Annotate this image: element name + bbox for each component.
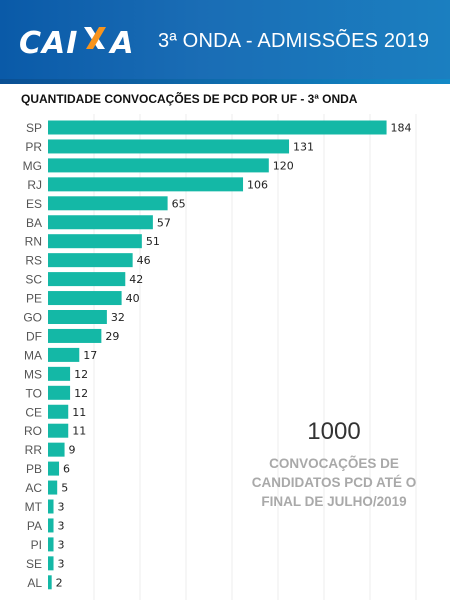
bar xyxy=(48,480,58,495)
bar xyxy=(48,196,168,211)
bar xyxy=(48,461,60,476)
category-label: SP xyxy=(26,121,42,135)
gridlines xyxy=(93,114,417,600)
data-label: 17 xyxy=(83,349,97,362)
header-accent-band xyxy=(0,79,450,84)
category-label: PB xyxy=(26,462,42,476)
category-label: CE xyxy=(25,405,42,419)
data-label: 65 xyxy=(172,197,186,210)
bar xyxy=(48,366,71,381)
bar xyxy=(48,310,107,324)
category-label: RO xyxy=(24,424,42,438)
bar xyxy=(48,253,133,268)
chart-title: QUANTIDADE CONVOCAÇÕES DE PCD POR UF - 3… xyxy=(21,92,358,106)
logo-x-mark xyxy=(79,23,109,53)
category-label: PR xyxy=(25,140,42,154)
category-label: RR xyxy=(25,443,43,457)
bar xyxy=(48,556,54,571)
category-label: MT xyxy=(25,500,43,514)
category-label: PI xyxy=(31,538,42,552)
category-label: BA xyxy=(26,216,42,230)
bar xyxy=(48,499,54,514)
category-label: PA xyxy=(27,519,42,533)
bar xyxy=(48,120,387,135)
data-label: 106 xyxy=(247,178,268,191)
bar xyxy=(48,347,80,362)
bar xyxy=(48,272,126,287)
logo-text: CAI A xyxy=(19,23,135,61)
header-banner: CAI A 3ª ONDA - ADMISSÕES 2019 xyxy=(0,0,450,84)
bar xyxy=(48,537,54,552)
data-label: 57 xyxy=(157,216,171,229)
data-label: 131 xyxy=(293,140,314,153)
data-label: 40 xyxy=(126,292,140,305)
data-label: 11 xyxy=(72,425,86,438)
bar xyxy=(48,423,69,438)
category-label: RJ xyxy=(27,178,42,192)
data-label: 2 xyxy=(56,576,63,589)
bar xyxy=(48,404,69,419)
data-label: 6 xyxy=(63,463,70,476)
data-label: 3 xyxy=(58,501,65,514)
category-label: AL xyxy=(27,576,42,590)
category-label: MA xyxy=(24,348,42,362)
data-label: 120 xyxy=(273,159,294,172)
total-count-value: 1000 xyxy=(307,418,361,445)
bar xyxy=(48,234,142,249)
caixa-logo: CAI A xyxy=(19,23,135,61)
bar xyxy=(48,139,290,154)
category-label: PE xyxy=(26,292,42,306)
data-label: 184 xyxy=(391,122,412,135)
bar xyxy=(48,177,244,192)
data-label: 46 xyxy=(137,254,151,267)
data-label: 12 xyxy=(74,368,88,381)
category-label: MS xyxy=(24,367,42,381)
data-label: 3 xyxy=(58,519,65,532)
bar xyxy=(48,518,54,533)
category-label: TO xyxy=(26,386,42,400)
category-label: RN xyxy=(25,235,42,249)
category-label: SE xyxy=(26,557,42,571)
data-label: 42 xyxy=(129,273,143,286)
data-label: 11 xyxy=(72,406,86,419)
bar xyxy=(48,575,52,590)
category-label: AC xyxy=(25,481,42,495)
bar xyxy=(48,291,122,306)
data-label: 12 xyxy=(74,387,88,400)
data-label: 9 xyxy=(69,444,76,457)
category-label: ES xyxy=(26,197,42,211)
data-label: 3 xyxy=(58,538,65,551)
category-label: GO xyxy=(23,311,42,325)
bar xyxy=(48,328,102,343)
bar xyxy=(48,215,153,230)
total-count-caption: CONVOCAÇÕES DE CANDIDATOS PCD ATÉ O FINA… xyxy=(251,456,417,509)
bar xyxy=(48,442,65,457)
page-title: 3ª ONDA - ADMISSÕES 2019 xyxy=(158,30,430,52)
data-label: 29 xyxy=(105,330,119,343)
bar xyxy=(48,385,71,400)
category-label: DF xyxy=(26,329,42,343)
data-label: 5 xyxy=(61,482,68,495)
category-label: RS xyxy=(25,254,42,268)
data-label: 51 xyxy=(146,235,160,248)
category-label: SC xyxy=(25,273,42,287)
data-label: 32 xyxy=(111,311,125,324)
bar xyxy=(48,158,269,173)
category-label: MG xyxy=(23,159,42,173)
data-label: 3 xyxy=(58,557,65,570)
